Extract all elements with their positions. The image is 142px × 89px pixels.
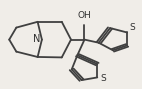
Text: S: S xyxy=(101,74,106,83)
Text: OH: OH xyxy=(78,11,91,20)
Text: S: S xyxy=(129,23,135,32)
Text: N: N xyxy=(33,34,40,44)
